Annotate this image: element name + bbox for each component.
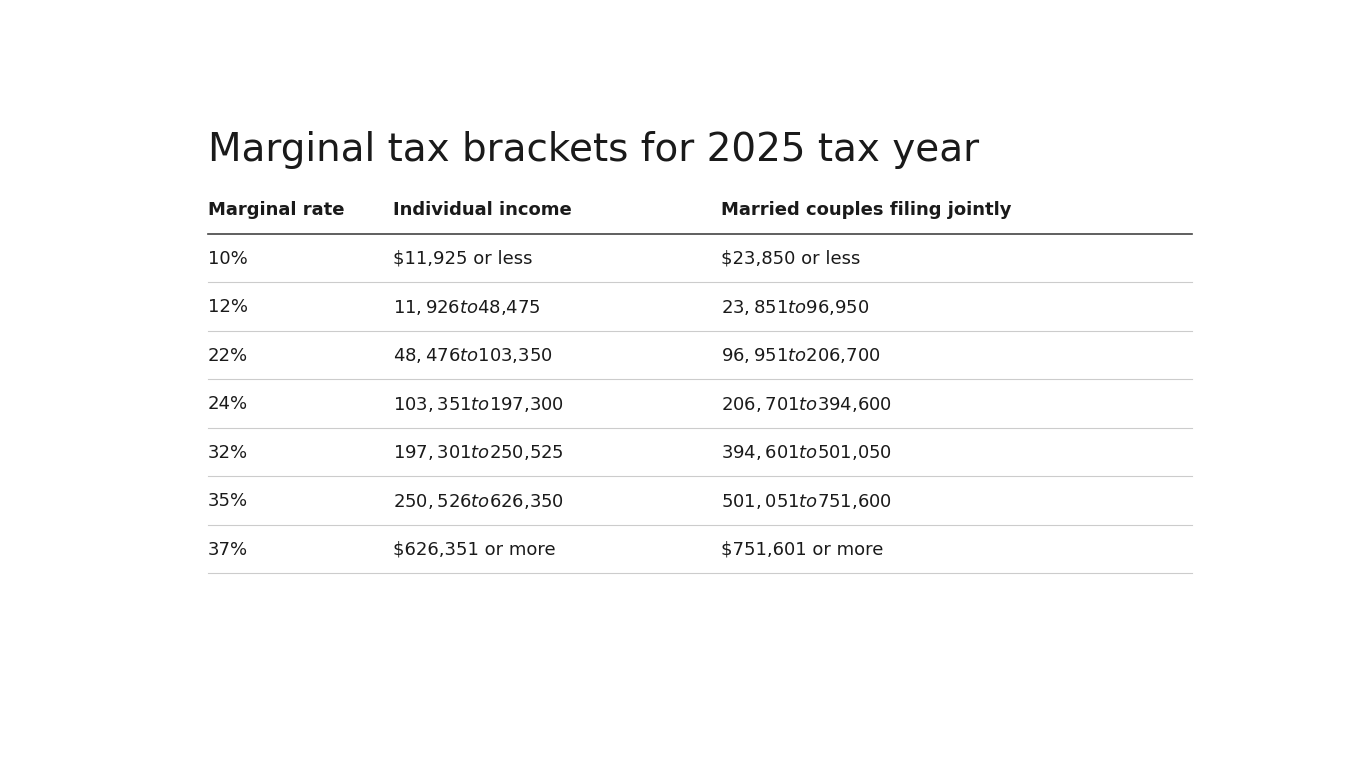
Text: Individual income: Individual income: [393, 201, 572, 220]
Text: 35%: 35%: [208, 492, 247, 511]
Text: $48,476 to $103,350: $48,476 to $103,350: [393, 346, 553, 366]
Text: 37%: 37%: [208, 541, 247, 559]
Text: 32%: 32%: [208, 444, 247, 462]
Text: $250,526 to $626,350: $250,526 to $626,350: [393, 492, 564, 511]
Text: $751,601 or more: $751,601 or more: [721, 541, 884, 559]
Text: $103,351 to $197,300: $103,351 to $197,300: [393, 395, 564, 414]
Text: $626,351 or more: $626,351 or more: [393, 541, 556, 559]
Text: Marginal tax brackets for 2025 tax year: Marginal tax brackets for 2025 tax year: [208, 131, 979, 169]
Text: $11,926 to $48,475: $11,926 to $48,475: [393, 298, 541, 317]
Text: 10%: 10%: [208, 250, 247, 268]
Text: $23,851 to $96,950: $23,851 to $96,950: [721, 298, 869, 317]
Text: 22%: 22%: [208, 347, 247, 365]
Text: $206,701 to $394,600: $206,701 to $394,600: [721, 395, 892, 414]
Text: $11,925 or less: $11,925 or less: [393, 250, 533, 268]
Text: Marginal rate: Marginal rate: [208, 201, 344, 220]
Text: $501,051 to $751,600: $501,051 to $751,600: [721, 492, 892, 511]
Text: $394,601 to $501,050: $394,601 to $501,050: [721, 443, 892, 462]
Text: $23,850 or less: $23,850 or less: [721, 250, 861, 268]
Text: 12%: 12%: [208, 299, 247, 316]
Text: Married couples filing jointly: Married couples filing jointly: [721, 201, 1012, 220]
Text: $96,951 to $206,700: $96,951 to $206,700: [721, 346, 881, 366]
Text: $197,301 to $250,525: $197,301 to $250,525: [393, 443, 564, 462]
Text: 24%: 24%: [208, 396, 247, 413]
